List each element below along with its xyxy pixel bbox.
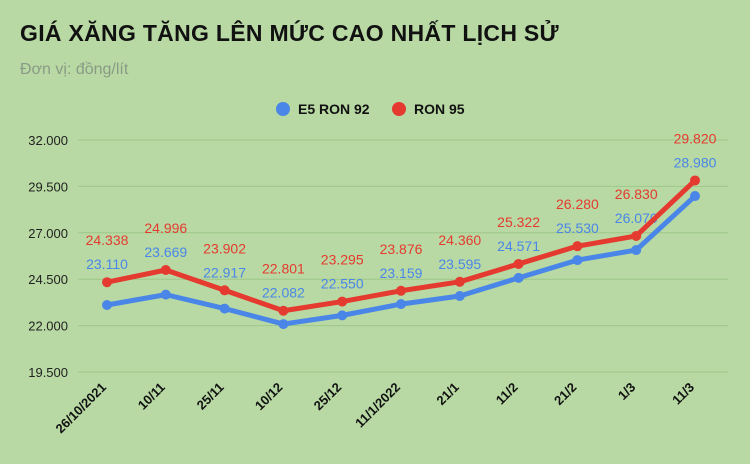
x-tick-label: 25/12 bbox=[311, 380, 345, 414]
data-label: 23.595 bbox=[438, 256, 481, 272]
y-tick-label: 29.500 bbox=[28, 179, 68, 194]
data-point bbox=[278, 319, 289, 330]
data-point bbox=[690, 191, 700, 202]
data-label: 26.280 bbox=[556, 196, 599, 212]
legend-marker bbox=[392, 102, 406, 116]
data-point bbox=[160, 264, 171, 275]
x-tick-label: 11/1/2022 bbox=[352, 380, 403, 431]
data-point bbox=[337, 310, 348, 321]
y-tick-label: 32.000 bbox=[28, 133, 68, 148]
data-label: 23.159 bbox=[380, 265, 423, 281]
y-tick-label: 19.500 bbox=[28, 365, 68, 380]
chart-subtitle: Đơn vị: đồng/lít bbox=[20, 61, 129, 78]
legend-marker bbox=[276, 102, 290, 116]
data-point bbox=[219, 303, 230, 314]
data-point bbox=[631, 230, 642, 241]
data-label: 24.360 bbox=[438, 232, 481, 248]
x-tick-label: 11/2 bbox=[493, 380, 521, 408]
data-label: 24.996 bbox=[144, 220, 187, 236]
x-tick-label: 21/1 bbox=[433, 380, 462, 409]
x-tick-label: 25/11 bbox=[194, 380, 227, 413]
data-label: 23.669 bbox=[144, 244, 187, 260]
data-point bbox=[278, 305, 289, 316]
data-point bbox=[572, 255, 583, 266]
data-point bbox=[513, 272, 524, 283]
legend-label: RON 95 bbox=[414, 101, 465, 117]
data-label: 23.902 bbox=[203, 240, 246, 256]
data-point bbox=[102, 277, 112, 288]
x-tick-label: 10/12 bbox=[252, 380, 286, 414]
data-point bbox=[160, 289, 171, 300]
data-label: 24.571 bbox=[497, 238, 540, 254]
data-label: 22.801 bbox=[262, 261, 305, 277]
y-tick-label: 22.000 bbox=[28, 319, 68, 334]
data-label: 23.110 bbox=[86, 256, 128, 272]
data-point bbox=[396, 299, 406, 310]
data-point bbox=[454, 290, 465, 301]
data-label: 26.830 bbox=[615, 186, 658, 202]
data-point bbox=[690, 175, 700, 186]
data-point bbox=[337, 296, 348, 307]
chart-title: GIÁ XĂNG TĂNG LÊN MỨC CAO NHẤT LỊCH SỬ bbox=[20, 20, 559, 46]
data-label: 29.820 bbox=[674, 130, 717, 146]
data-label: 28.980 bbox=[674, 154, 717, 170]
x-tick-label: 10/11 bbox=[135, 380, 168, 413]
data-point bbox=[572, 241, 583, 252]
data-label: 23.876 bbox=[380, 241, 423, 257]
data-label: 25.322 bbox=[497, 214, 540, 230]
data-point bbox=[454, 276, 465, 287]
data-label: 23.295 bbox=[321, 252, 364, 268]
data-point bbox=[396, 285, 406, 296]
x-tick-label: 11/3 bbox=[669, 380, 697, 408]
data-point bbox=[513, 258, 524, 269]
x-tick-label: 26/10/2021 bbox=[52, 380, 109, 437]
data-label: 25.530 bbox=[556, 220, 599, 236]
data-point bbox=[219, 285, 230, 296]
data-label: 26.070 bbox=[615, 210, 658, 226]
x-tick-label: 1/3 bbox=[615, 380, 638, 403]
data-label: 22.550 bbox=[321, 276, 364, 292]
y-tick-label: 24.500 bbox=[28, 272, 68, 287]
data-point bbox=[102, 299, 112, 310]
data-label: 24.338 bbox=[86, 232, 129, 248]
y-tick-label: 27.000 bbox=[28, 226, 68, 241]
data-label: 22.082 bbox=[262, 285, 305, 301]
x-tick-label: 21/2 bbox=[551, 380, 580, 409]
legend-label: E5 RON 92 bbox=[298, 101, 370, 117]
data-label: 22.917 bbox=[203, 264, 246, 280]
data-point bbox=[631, 245, 642, 256]
